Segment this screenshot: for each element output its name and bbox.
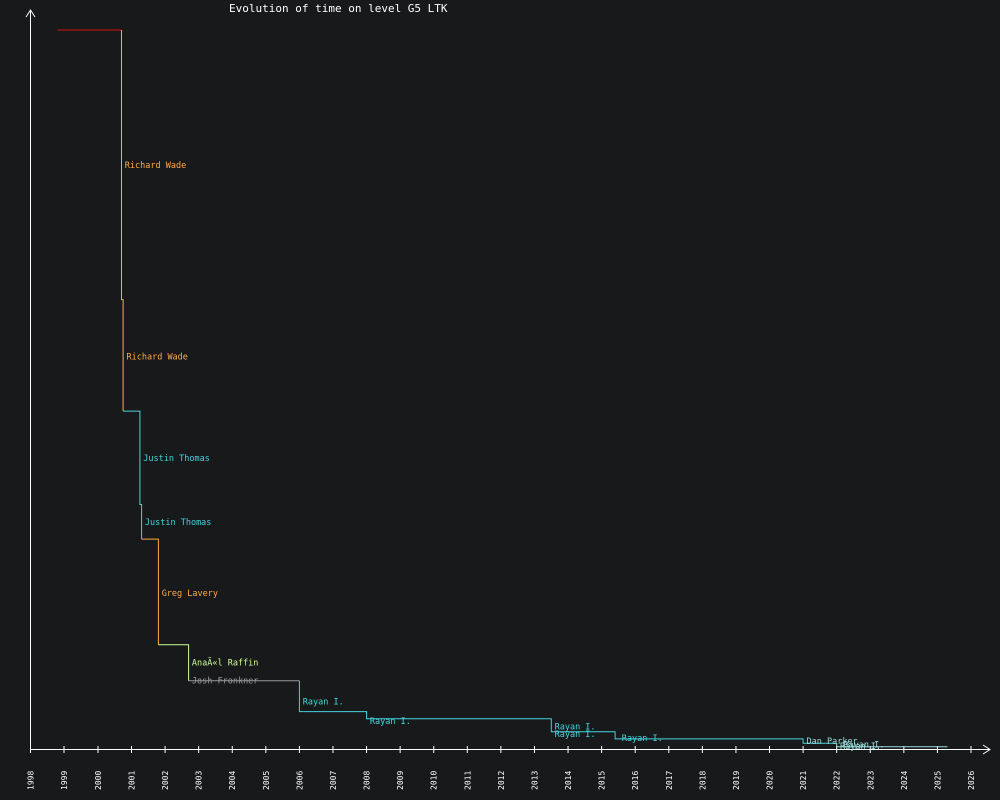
x-tick-label: 2026 bbox=[967, 771, 976, 790]
x-tick-label: 2024 bbox=[900, 771, 909, 790]
record-holder-label: Richard Wade bbox=[125, 161, 186, 171]
record-holder-label: Greg Lavery bbox=[162, 589, 218, 599]
x-tick-label: 2003 bbox=[195, 771, 204, 790]
x-tick-label: 2007 bbox=[329, 771, 338, 790]
chart-title: Evolution of time on level G5 LTK bbox=[229, 2, 448, 15]
x-tick-label: 2021 bbox=[799, 771, 808, 790]
x-tick-label: 2005 bbox=[262, 771, 271, 790]
series-layer bbox=[57, 29, 948, 748]
x-tick-label: 2016 bbox=[631, 771, 640, 790]
record-holder-label: Josh Fronkner bbox=[192, 677, 259, 687]
x-tick-label: 2025 bbox=[933, 771, 942, 790]
record-holder-label: Justin Thomas bbox=[145, 518, 212, 528]
x-tick-label: 2008 bbox=[363, 771, 372, 790]
x-axis-arrow bbox=[982, 744, 991, 755]
series-line bbox=[141, 538, 159, 645]
x-tick-label: 1998 bbox=[27, 771, 36, 790]
x-tick-label: 2000 bbox=[94, 771, 103, 790]
series-line bbox=[121, 30, 124, 412]
x-tick-label: 2022 bbox=[833, 771, 842, 790]
x-tick-label: 2002 bbox=[161, 771, 170, 790]
x-tick-label: 2013 bbox=[530, 771, 539, 790]
x-tick-label: 1999 bbox=[60, 771, 69, 790]
record-holder-label: Rayan I. bbox=[840, 742, 881, 752]
series-line bbox=[158, 644, 190, 681]
x-tick-label: 2017 bbox=[665, 771, 674, 790]
axes: 1998 1999 2000 2001 2002 2003 2004 2005 2006 2007… bbox=[25, 9, 991, 790]
x-tick-label: 2010 bbox=[430, 771, 439, 790]
series-line bbox=[123, 410, 143, 540]
x-tick-label: 2009 bbox=[396, 771, 405, 790]
record-holder-label: Justin Thomas bbox=[143, 454, 210, 464]
x-tick-label: 2004 bbox=[228, 771, 237, 790]
x-tick-label: 2006 bbox=[295, 771, 304, 790]
x-tick-label: 2014 bbox=[564, 771, 573, 790]
record-holder-label: Rayan I. bbox=[622, 734, 663, 744]
x-tick-label: 2018 bbox=[698, 771, 707, 790]
record-holder-label: Rayan I. bbox=[303, 698, 344, 708]
x-tick-label: 2011 bbox=[463, 771, 472, 790]
series-line bbox=[298, 680, 837, 744]
x-tick-label: 2023 bbox=[866, 771, 875, 790]
x-tick-label: 2012 bbox=[497, 771, 506, 790]
record-holder-label: Rayan I. bbox=[555, 730, 596, 740]
record-holder-label: Dan Parker bbox=[807, 737, 858, 747]
record-holder-label: Richard Wade bbox=[127, 352, 188, 362]
x-tick-label: 2019 bbox=[732, 771, 741, 790]
series-line bbox=[836, 743, 948, 748]
x-tick-label: 2015 bbox=[598, 771, 607, 790]
record-holder-label: Rayan I. bbox=[555, 723, 596, 733]
label-layer: Richard Wade Richard Wade Justin Thomas Jus… bbox=[125, 161, 885, 752]
y-axis-arrow bbox=[25, 9, 36, 18]
x-tick-label: 2001 bbox=[128, 771, 137, 790]
record-holder-label: Rayan I. bbox=[843, 741, 884, 751]
x-tick-label: 2020 bbox=[766, 771, 775, 790]
record-holder-label: AnaÃ«l Raffin bbox=[192, 658, 259, 669]
record-holder-label: Rayan I. bbox=[370, 717, 411, 727]
